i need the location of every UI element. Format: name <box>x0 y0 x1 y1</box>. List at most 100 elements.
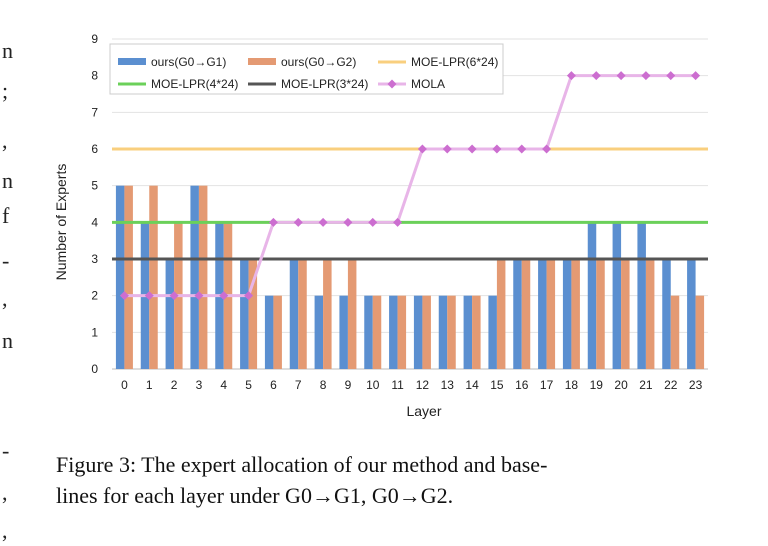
x-tick-label: 1 <box>146 378 153 392</box>
legend: ours(G0→G1) ours(G0→G2) MOE-LPR(6*24) MOE-L… <box>109 43 504 95</box>
mola-marker <box>666 71 676 81</box>
mola-marker <box>517 144 527 154</box>
y-axis-label: Number of Experts <box>53 164 69 281</box>
margin-fragment: n <box>2 38 13 63</box>
bar-g0-g1 <box>612 222 622 369</box>
bar-g0-g2 <box>571 259 580 369</box>
legend-label: MOE-LPR(4*24) <box>151 77 238 91</box>
x-tick-label: 17 <box>540 378 554 392</box>
legend-swatch <box>248 58 276 65</box>
x-tick-label: 7 <box>295 378 302 392</box>
legend-label: ours(G0→G1) <box>151 55 226 69</box>
x-tick-label: 14 <box>465 378 479 392</box>
margin-fragment: n <box>2 168 13 193</box>
figure-caption: Figure 3: The expert allocation of our m… <box>56 449 746 511</box>
mola-marker <box>144 291 154 301</box>
margin-fragment: , <box>2 518 8 543</box>
caption-line-2: lines for each layer under G0→G1, G0→G2. <box>56 483 454 508</box>
x-tick-label: 11 <box>391 378 404 392</box>
bar-g0-g2 <box>596 259 605 369</box>
mola-marker <box>293 217 303 227</box>
mola-marker <box>591 71 601 81</box>
x-tick-label: 2 <box>171 378 178 392</box>
mola-marker <box>244 291 254 301</box>
mola-marker <box>119 291 129 301</box>
mola-marker <box>194 291 204 301</box>
legend-swatch <box>118 58 146 65</box>
x-tick-labels: 0 1 2 3 4 5 6 7 8 9 10 11 12 13 14 15 16 17 18 19 20 21 22 23 <box>121 378 703 392</box>
bar-g0-g1 <box>413 295 423 369</box>
bar-g0-g2 <box>372 295 382 369</box>
x-tick-label: 15 <box>490 378 504 392</box>
bar-g0-g2 <box>621 259 630 369</box>
bar-g0-g2 <box>521 259 531 369</box>
mola-marker <box>219 291 229 301</box>
bar-g0-g2 <box>472 295 481 369</box>
margin-fragment: ; <box>2 78 9 103</box>
margin-fragment: , <box>2 480 8 505</box>
mola-marker <box>417 144 427 154</box>
legend-marker <box>387 79 397 89</box>
left-margin-text: n;, n f -, n -,, <box>0 0 30 546</box>
x-tick-label: 18 <box>565 378 579 392</box>
margin-fragment: f <box>2 203 10 228</box>
x-tick-label: 21 <box>639 378 653 392</box>
mola-marker <box>442 144 452 154</box>
bar-g0-g1 <box>389 295 398 369</box>
x-tick-label: 8 <box>320 378 327 392</box>
mola-marker <box>343 217 353 227</box>
x-tick-label: 3 <box>196 378 203 392</box>
bar-g0-g2 <box>546 259 556 369</box>
bar-g0-g1 <box>488 295 497 369</box>
y-tick-label: 6 <box>91 142 98 156</box>
bar-g0-g1 <box>115 185 125 369</box>
bar-g0-g1 <box>190 185 199 369</box>
bar-g0-g2 <box>422 295 431 369</box>
reference-lines <box>112 147 708 261</box>
mola-marker <box>616 71 626 81</box>
bar-g0-g2 <box>496 259 506 369</box>
y-tick-label: 3 <box>91 252 98 266</box>
bar-g0-g2 <box>149 185 158 369</box>
x-tick-label: 10 <box>366 378 380 392</box>
y-tick-label: 4 <box>91 215 98 229</box>
mola-marker <box>318 217 328 227</box>
bar-g0-g1 <box>662 259 671 369</box>
y-tick-label: 8 <box>91 69 98 83</box>
mola-marker <box>393 217 403 227</box>
y-tick-label: 7 <box>91 105 98 119</box>
bar-g0-g1 <box>562 259 572 369</box>
bar-g0-g2 <box>645 259 655 369</box>
x-tick-label: 9 <box>345 378 352 392</box>
bar-g0-g2 <box>198 185 208 369</box>
mola-marker <box>169 291 179 301</box>
bar-g0-g1 <box>538 259 547 369</box>
legend-label: ours(G0→G2) <box>281 55 356 69</box>
x-tick-label: 23 <box>689 378 703 392</box>
y-tick-label: 0 <box>91 362 98 376</box>
y-tick-label: 9 <box>91 32 98 46</box>
legend-label: MOE-LPR(3*24) <box>281 77 368 91</box>
mola-marker <box>467 144 477 154</box>
mola-series <box>119 71 701 301</box>
x-tick-label: 22 <box>664 378 678 392</box>
mola-marker <box>691 71 701 81</box>
bar-g0-g2 <box>124 185 133 369</box>
x-tick-label: 0 <box>121 378 128 392</box>
legend-box <box>109 43 504 95</box>
caption-line-1: Figure 3: The expert allocation of our m… <box>56 452 548 477</box>
x-axis-label: Layer <box>406 403 441 419</box>
mola-marker <box>566 71 576 81</box>
mola-marker <box>492 144 502 154</box>
bar-g0-g2 <box>248 259 258 369</box>
x-tick-label: 20 <box>614 378 628 392</box>
bar-g0-g2 <box>323 259 332 369</box>
margin-fragment: , <box>2 286 8 311</box>
x-tick-label: 13 <box>441 378 455 392</box>
margin-fragment: - <box>2 248 10 273</box>
mola-marker <box>641 71 651 81</box>
bar-g0-g2 <box>695 295 705 369</box>
bar-g0-g1 <box>637 222 646 369</box>
bar-g0-g1 <box>513 259 522 369</box>
